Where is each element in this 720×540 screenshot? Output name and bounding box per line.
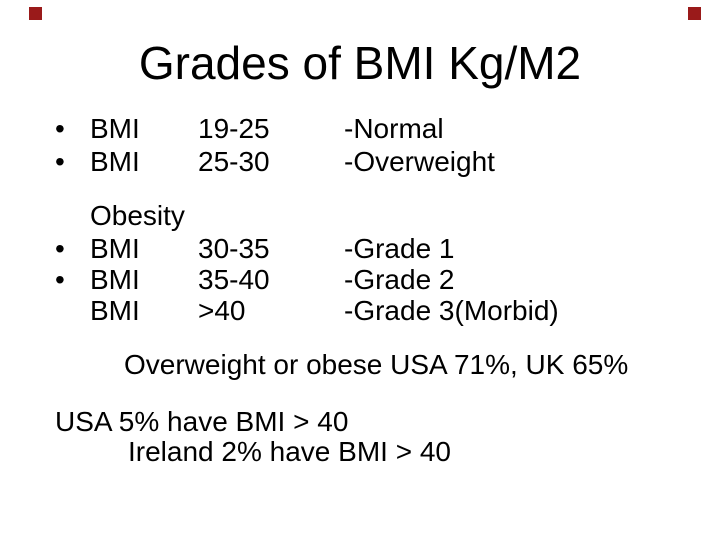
bmi-grade-desc: -Grade 1 [344,233,455,264]
bmi-grade-desc: -Grade 2 [344,264,455,295]
slide-title: Grades of BMI Kg/M2 [138,37,582,89]
bullet-icon: • [55,264,65,295]
corner-decor-square-left [29,7,42,20]
bmi-range: 30-35 [198,233,270,264]
corner-decor-square-right [688,7,701,20]
bmi-range: 19-25 [198,113,270,144]
bmi-grade-desc: -Grade 3(Morbid) [344,295,559,326]
bmi-row-normal: • BMI 19-25 -Normal [0,112,720,146]
bullet-icon: • [55,233,65,264]
bullet-icon: • [55,146,65,177]
bmi-row-grade1: • BMI 30-35 -Grade 1 [0,232,720,266]
bmi-label: BMI [90,264,140,295]
bmi-range: 35-40 [198,264,270,295]
bmi-row-overweight: • BMI 25-30 -Overweight [0,145,720,179]
bmi-label: BMI [90,113,140,144]
bmi-range: >40 [198,295,246,326]
bmi-label: BMI [90,295,140,326]
bmi-range: 25-30 [198,146,270,177]
obesity-subheading: Obesity [90,200,185,231]
bmi-grade-desc: -Overweight [344,146,495,177]
bmi-label: BMI [90,233,140,264]
bmi-row-grade2: • BMI 35-40 -Grade 2 [0,263,720,297]
bmi-row-grade3: BMI >40 -Grade 3(Morbid) [0,294,720,328]
overweight-statistics-line: Overweight or obese USA 71%, UK 65% [124,349,629,380]
bullet-icon: • [55,113,65,144]
bmi-label: BMI [90,146,140,177]
usa-bmi-footnote: USA 5% have BMI > 40 [55,406,349,437]
obesity-subheading-row: Obesity [0,199,720,233]
ireland-bmi-footnote: Ireland 2% have BMI > 40 [128,436,451,467]
bmi-grade-desc: -Normal [344,113,444,144]
